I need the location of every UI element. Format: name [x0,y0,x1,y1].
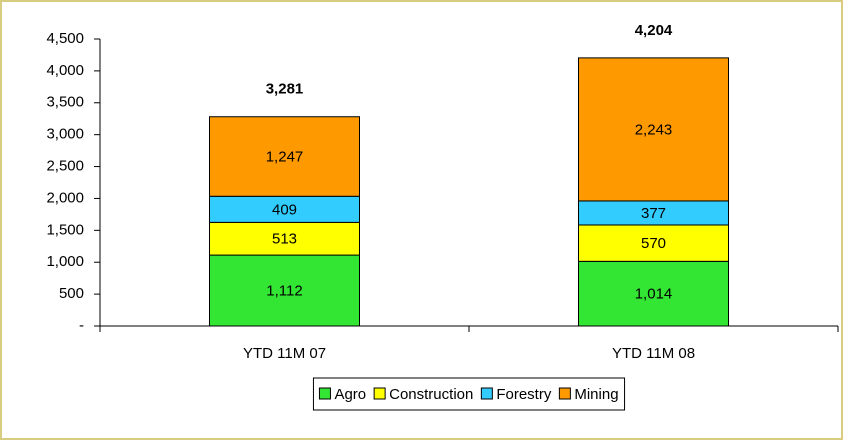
legend-label: Mining [574,386,618,403]
legend-label: Construction [389,386,473,403]
legend-box [312,377,626,411]
bar-segment [209,116,360,197]
y-tick-label: 2,000 [46,189,84,206]
total-label: 3,281 [266,81,304,98]
value-label: 1,247 [266,148,304,165]
legend-swatch [318,387,331,400]
y-tick-label: 1,500 [46,221,84,238]
bar-segment [209,254,360,327]
y-tick-label: 3,000 [46,126,84,143]
y-tick-label: 4,500 [46,30,84,47]
y-tick-label: - [79,317,84,334]
total-label: 4,204 [635,22,673,39]
x-tick-label: YTD 11M 07 [243,345,326,362]
y-tick-label: 2,500 [46,158,84,175]
value-label: 513 [272,231,297,248]
bar-segment [578,200,729,226]
legend-label: Forestry [496,386,552,403]
value-label: 377 [641,205,666,222]
x-tick-label: YTD 11M 08 [612,345,695,362]
bar-segment [209,195,360,223]
y-tick-label: 1,000 [46,253,84,270]
legend-swatch [373,387,386,400]
bar-segment [209,221,360,256]
y-tick-label: 500 [59,285,84,302]
value-label: 1,112 [266,283,302,300]
value-label: 409 [272,201,297,218]
bar-segment [578,260,729,327]
bar-segment [578,57,729,202]
legend-swatch [480,387,493,400]
legend-label: Agro [334,386,366,403]
y-tick-label: 3,500 [46,94,84,111]
value-label: 570 [641,235,666,252]
y-tick-label: 4,000 [46,62,84,79]
legend-swatch [558,387,571,400]
value-label: 1,014 [635,286,673,303]
value-label: 2,243 [635,121,673,138]
